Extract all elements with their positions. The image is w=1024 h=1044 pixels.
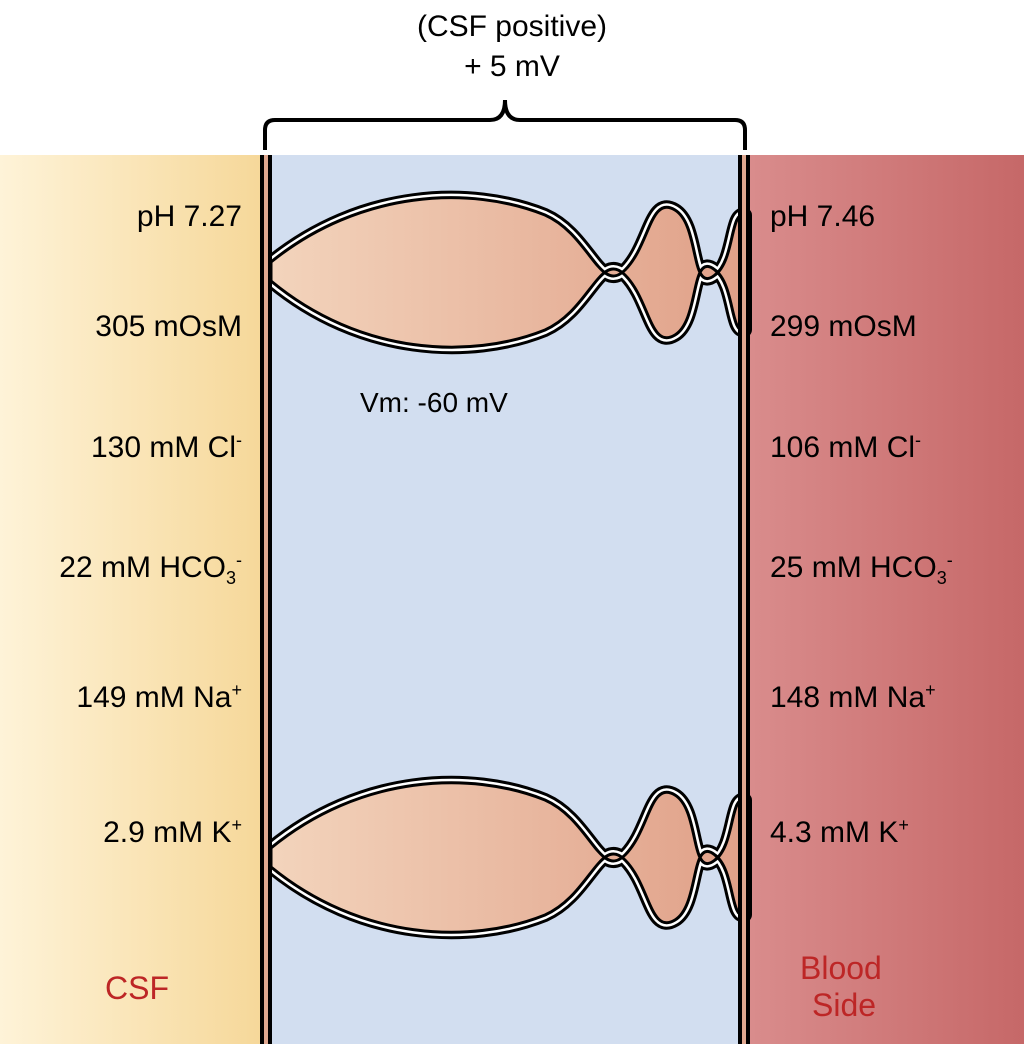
csf-osm-label: 305 mOsM	[95, 310, 242, 344]
csf-na-label: 149 mM Na+	[76, 680, 242, 715]
upper-capillary-fill	[271, 198, 745, 348]
apical-membrane	[260, 155, 272, 1044]
capillary-shapes	[0, 155, 1024, 1044]
blood-region-label: Blood Side	[800, 950, 882, 1024]
csf-ph-label: pH 7.27	[137, 200, 242, 234]
blood-k-label: 4.3 mM K+	[770, 815, 909, 850]
vm-label: Vm: -60 mV	[360, 387, 508, 419]
blood-osm-label: 299 mOsM	[770, 310, 917, 344]
bracket-icon	[260, 90, 750, 155]
blood-ph-label: pH 7.46	[770, 200, 875, 234]
lower-capillary-fill	[271, 783, 745, 933]
csf-k-label: 2.9 mM K+	[103, 815, 242, 850]
tep-label-line2: + 5 mV	[0, 50, 1024, 84]
blood-hco3-label: 25 mM HCO3-	[770, 550, 953, 589]
csf-cl-label: 130 mM Cl-	[91, 430, 242, 465]
blood-cl-label: 106 mM Cl-	[770, 430, 921, 465]
basolateral-membrane	[738, 155, 750, 1044]
csf-hco3-label: 22 mM HCO3-	[59, 550, 242, 589]
tep-label-line1: (CSF positive)	[0, 10, 1024, 44]
diagram-panels: pH 7.27 305 mOsM 130 mM Cl- 22 mM HCO3- …	[0, 155, 1024, 1044]
blood-na-label: 148 mM Na+	[770, 680, 936, 715]
csf-region-label: CSF	[105, 970, 169, 1007]
